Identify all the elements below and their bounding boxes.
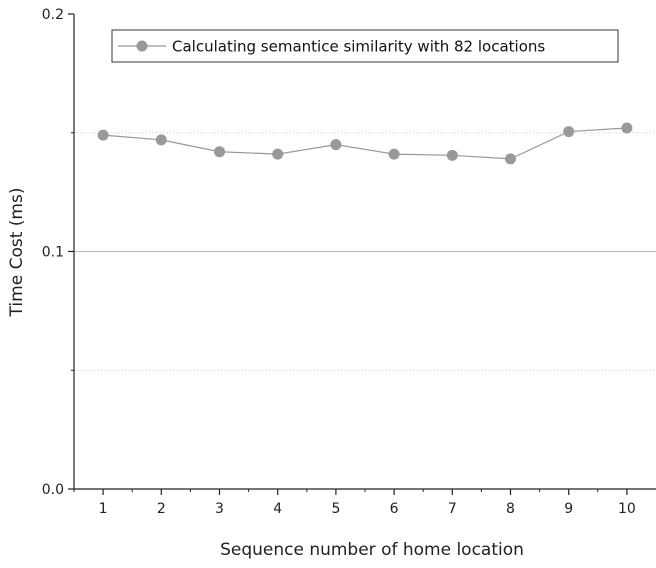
- data-point: [563, 126, 575, 138]
- y-tick-label: 0.1: [42, 245, 64, 261]
- data-point: [214, 146, 225, 158]
- x-tick-label: 1: [99, 501, 108, 517]
- data-point: [97, 129, 109, 141]
- series-line: [103, 127, 627, 160]
- data-point: [330, 139, 342, 151]
- legend: Calculating semantice similarity with 82…: [111, 29, 619, 63]
- x-tick-label: 3: [215, 501, 224, 517]
- x-tick-label: 6: [390, 501, 399, 517]
- y-tick-label: 0.0: [42, 482, 64, 498]
- grid-lines: [74, 132, 656, 371]
- x-axis-title: Sequence number of home location: [220, 540, 524, 560]
- data-point: [621, 122, 633, 134]
- legend-marker-swatch: [136, 40, 148, 52]
- axes: 0.0 0.1 0.2 1 2 3 4 5 6 7 8 9 10: [42, 7, 656, 517]
- data-point: [505, 153, 516, 165]
- legend-label: Calculating semantice similarity with 82…: [172, 38, 545, 56]
- legend-box: [111, 29, 619, 63]
- y-tick-label: 0.2: [42, 7, 64, 23]
- x-tick-label: 4: [273, 501, 282, 517]
- data-point: [446, 149, 458, 161]
- x-tick-label: 7: [448, 501, 457, 517]
- x-tick-label: 9: [564, 501, 573, 517]
- x-tick-label: 8: [506, 501, 515, 517]
- x-tick-label: 2: [157, 501, 166, 517]
- data-point: [155, 134, 167, 146]
- data-point: [388, 148, 400, 160]
- x-tick-label: 10: [618, 501, 636, 517]
- data-point: [272, 148, 284, 160]
- x-tick-label: 5: [331, 501, 340, 517]
- y-axis-title: Time Cost (ms): [7, 188, 27, 318]
- series-layer: [97, 122, 633, 165]
